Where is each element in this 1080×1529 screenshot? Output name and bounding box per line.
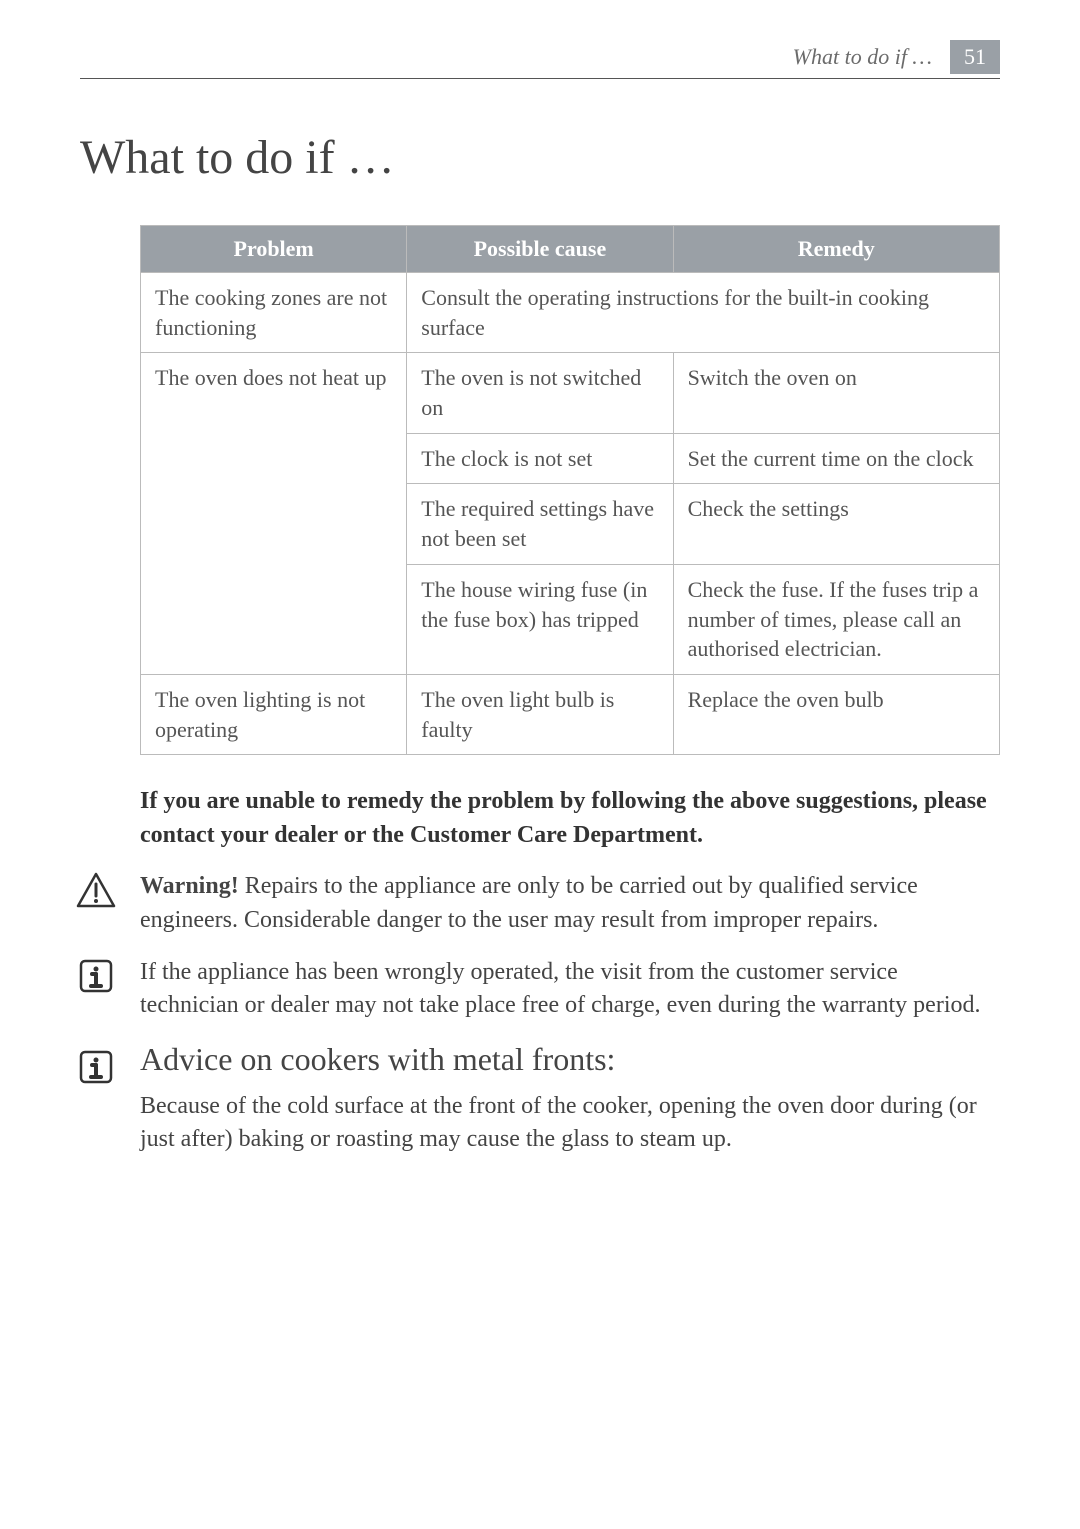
warning-icon [76, 870, 116, 910]
cell-cause: The house wiring fuse (in the fuse box) … [407, 564, 673, 674]
advice-heading: Advice on cookers with metal fronts: [140, 1041, 1000, 1078]
contact-note: If you are unable to remedy the problem … [140, 785, 1000, 852]
cell-remedy: Check the settings [673, 484, 999, 564]
cell-cause-remedy: Consult the operating instructions for t… [407, 273, 1000, 353]
warning-rest: Repairs to the appliance are only to be … [140, 873, 918, 933]
cell-problem: The cooking zones are not functioning [141, 273, 407, 353]
cell-remedy: Check the fuse. If the fuses trip a numb… [673, 564, 999, 674]
cell-cause: The required settings have not been set [407, 484, 673, 564]
table-row: The oven does not heat up The oven is no… [141, 353, 1000, 433]
page-title: What to do if … [80, 130, 1000, 185]
info-paragraph-wrap: If the appliance has been wrongly operat… [80, 956, 1000, 1023]
cell-remedy: Switch the oven on [673, 353, 999, 433]
table-row: The cooking zones are not functioning Co… [141, 273, 1000, 353]
cell-problem: The oven does not heat up [141, 353, 407, 675]
troubleshooting-table: Problem Possible cause Remedy The cookin… [140, 225, 1000, 755]
advice-section-wrap: Advice on cookers with metal fronts: Bec… [80, 1041, 1000, 1157]
header-rule [80, 78, 1000, 79]
page-number: 51 [950, 40, 1000, 74]
page-content: What to do if … Problem Possible cause R… [80, 130, 1000, 1175]
info-icon [76, 956, 116, 996]
cell-cause: The clock is not set [407, 433, 673, 484]
header-section-title: What to do if … [793, 44, 932, 70]
table-header-row: Problem Possible cause Remedy [141, 226, 1000, 273]
cell-remedy: Replace the oven bulb [673, 674, 999, 754]
info-icon [76, 1047, 116, 1087]
cell-cause: The oven is not switched on [407, 353, 673, 433]
col-problem: Problem [141, 226, 407, 273]
warning-paragraph-wrap: Warning! Repairs to the appliance are on… [80, 870, 1000, 937]
info-paragraph: If the appliance has been wrongly operat… [140, 956, 1000, 1023]
col-cause: Possible cause [407, 226, 673, 273]
cell-problem: The oven lighting is not operating [141, 674, 407, 754]
col-remedy: Remedy [673, 226, 999, 273]
table-row: The oven lighting is not operating The o… [141, 674, 1000, 754]
cell-remedy: Set the current time on the clock [673, 433, 999, 484]
warning-paragraph: Warning! Repairs to the appliance are on… [140, 870, 1000, 937]
cell-cause: The oven light bulb is faulty [407, 674, 673, 754]
page-header: What to do if … 51 [793, 40, 1000, 74]
advice-paragraph: Because of the cold surface at the front… [140, 1090, 1000, 1157]
warning-prefix: Warning! [140, 873, 239, 899]
